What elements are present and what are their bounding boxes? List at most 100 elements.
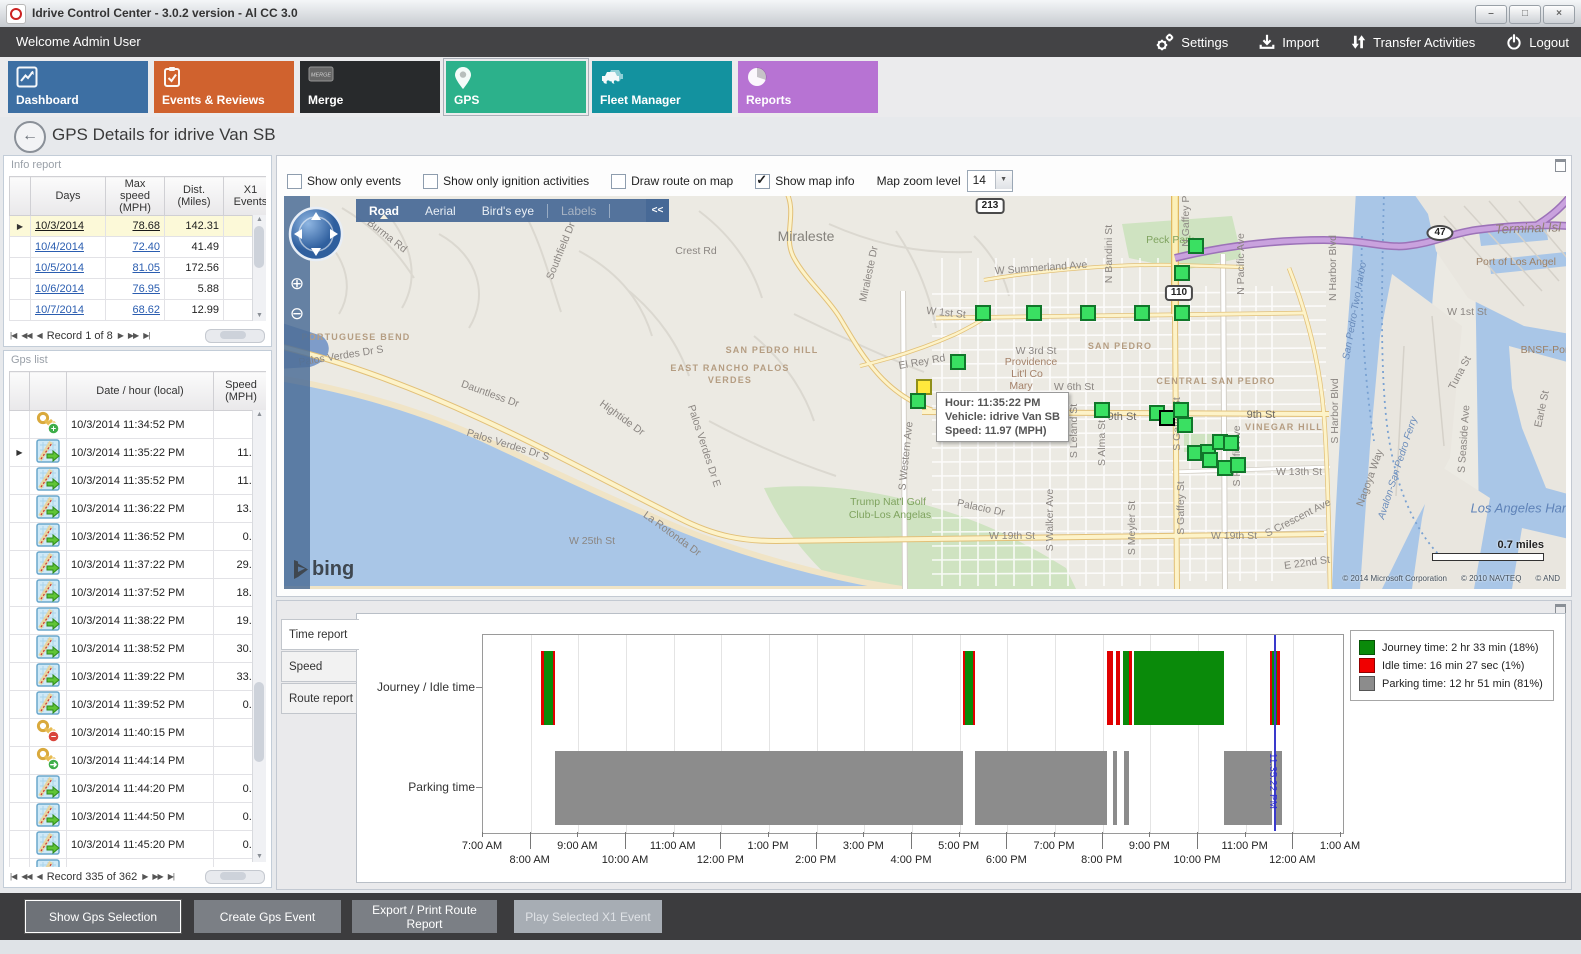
- map-tab-road[interactable]: Road: [356, 204, 412, 219]
- checkbox-show-only-ignition-activities[interactable]: Show only ignition activities: [423, 173, 589, 189]
- tab-dashboard[interactable]: Dashboard: [8, 61, 148, 113]
- checkbox-box[interactable]: [423, 173, 439, 189]
- info-col-header[interactable]: Days: [30, 176, 106, 216]
- gps-list-row[interactable]: 10/3/2014 11:35:52 PM 11.47: [9, 466, 266, 495]
- gps-list-row[interactable]: +10/3/2014 11:34:52 PM: [9, 410, 266, 439]
- gps-col-header[interactable]: Speed (MPH): [213, 371, 266, 411]
- export-print-route-report-button[interactable]: Export / Print Route Report: [352, 900, 497, 933]
- checkbox-box[interactable]: [287, 173, 302, 189]
- chevron-down-icon[interactable]: ▼: [994, 171, 1012, 189]
- gps-list-row[interactable]: 10/3/2014 11:37:22 PM 29.05: [9, 550, 266, 579]
- info-report-row[interactable]: 10/4/2014 72.40 41.49: [9, 236, 266, 258]
- day-link[interactable]: 10/5/2014: [35, 262, 84, 274]
- gps-list-row[interactable]: 10/3/2014 11:44:20 PM0.00: [9, 774, 266, 803]
- map-tab-labels[interactable]: Labels: [561, 203, 597, 218]
- map-pan-control[interactable]: [288, 206, 344, 262]
- gps-marker[interactable]: [1174, 305, 1190, 321]
- map-tab-aerial[interactable]: Aerial: [425, 203, 456, 218]
- menu-action-transfer-activities[interactable]: Transfer Activities: [1349, 33, 1475, 51]
- gps-list-row[interactable]: 10/3/2014 11:36:52 PM0.00: [9, 522, 266, 551]
- info-col-header[interactable]: Dist. (Miles): [164, 176, 224, 216]
- max-speed-link[interactable]: 68.62: [132, 304, 160, 316]
- map-zoom-select[interactable]: 14 ▼: [966, 170, 1013, 192]
- gps-list-row[interactable]: 10/3/2014 11:38:52 PM 30.55: [9, 634, 266, 663]
- map-canvas[interactable]: Burma Rd Southfield Dr Crest Rd Miraleste Mi…: [284, 196, 1566, 589]
- gps-marker[interactable]: [910, 393, 926, 409]
- gps-marker[interactable]: [1080, 305, 1096, 321]
- create-gps-event-button[interactable]: Create Gps Event: [194, 900, 341, 933]
- gps-marker[interactable]: [1026, 305, 1042, 321]
- gps-list-row[interactable]: 10/3/2014 11:45:50 PM24.75: [9, 858, 266, 867]
- gps-marker[interactable]: [1188, 238, 1204, 254]
- gps-list-row[interactable]: ➜ 10/3/2014 11:44:14 PM: [9, 746, 266, 775]
- gps-list-row[interactable]: −10/3/2014 11:40:15 PM: [9, 718, 266, 747]
- checkbox-box[interactable]: [755, 172, 771, 189]
- info-report-grid[interactable]: Days Max speed (MPH) Dist. (Miles) X1 Events ▶ 1…: [9, 176, 266, 321]
- minimize-button[interactable]: –: [1475, 5, 1507, 24]
- gps-marker[interactable]: [1134, 305, 1150, 321]
- back-button[interactable]: ←: [14, 121, 46, 153]
- max-speed-link[interactable]: 78.68: [132, 220, 160, 232]
- info-report-row[interactable]: 10/6/2014 76.95 5.88: [9, 278, 266, 300]
- max-speed-link[interactable]: 81.05: [132, 262, 160, 274]
- checkbox-show-map-info[interactable]: Show map info: [755, 172, 855, 189]
- menu-action-import[interactable]: Import: [1258, 33, 1319, 51]
- gps-list-row[interactable]: 10/3/2014 11:37:52 PM 18.63: [9, 578, 266, 607]
- checkbox-draw-route-on-map[interactable]: Draw route on map: [611, 173, 733, 189]
- gps-marker[interactable]: [1174, 265, 1190, 281]
- map-tab-bird-s-eye[interactable]: Bird's eye: [481, 203, 534, 218]
- gps-list-row[interactable]: 10/3/2014 11:38:22 PM 19.70: [9, 606, 266, 635]
- gps-marker[interactable]: [1094, 402, 1110, 418]
- gps-list-pager[interactable]: |◀ ◀◀ ◀ Record 335 of 362 ▶ ▶▶ ▶|: [10, 868, 265, 885]
- tab-speed-graphic[interactable]: Speed graphic: [281, 651, 357, 703]
- checkbox-box[interactable]: [611, 173, 627, 189]
- info-report-row[interactable]: 10/7/2014 68.62 12.99: [9, 299, 266, 321]
- tab-route-report[interactable]: Route report: [281, 683, 357, 714]
- checkbox-show-only-events[interactable]: Show only events: [287, 173, 401, 189]
- gps-list-row[interactable]: 10/3/2014 11:45:20 PM0.00: [9, 830, 266, 859]
- gps-marker[interactable]: [1223, 435, 1239, 451]
- tab-time-report[interactable]: Time report: [281, 619, 359, 650]
- tab-fleet-manager[interactable]: Fleet Manager: [592, 61, 732, 113]
- menu-action-settings[interactable]: Settings: [1155, 32, 1228, 52]
- gps-marker[interactable]: [1202, 452, 1218, 468]
- map-collapse-button[interactable]: <<: [646, 199, 669, 222]
- info-grid-scrollbar[interactable]: ▲ ▼: [252, 215, 266, 321]
- gps-marker[interactable]: [1159, 410, 1175, 426]
- info-report-pager[interactable]: |◀ ◀◀ ◀ Record 1 of 8 ▶ ▶▶ ▶|: [10, 327, 265, 344]
- info-report-row[interactable]: ▶ 10/3/2014 78.68 142.31: [9, 215, 266, 237]
- gps-marker[interactable]: [1173, 402, 1189, 418]
- menu-action-logout[interactable]: Logout: [1505, 33, 1569, 51]
- day-link[interactable]: 10/4/2014: [35, 241, 84, 253]
- day-link[interactable]: 10/6/2014: [35, 283, 84, 295]
- map-panel-maximize-icon[interactable]: [1555, 159, 1566, 172]
- info-report-row[interactable]: 10/5/2014 81.05 172.56: [9, 257, 266, 279]
- zoom-out-icon[interactable]: ⊖: [289, 304, 305, 323]
- day-link[interactable]: 10/3/2014: [35, 220, 84, 232]
- tab-events-reviews[interactable]: Events & Reviews: [154, 61, 294, 113]
- close-button[interactable]: ×: [1543, 5, 1575, 24]
- gps-list-row[interactable]: ▶ 10/3/2014 11:35:22 PM 11.97: [9, 438, 266, 467]
- day-link[interactable]: 10/7/2014: [35, 304, 84, 316]
- tab-gps[interactable]: GPS: [443, 58, 589, 116]
- info-report-hscroll[interactable]: [205, 328, 265, 343]
- max-speed-link[interactable]: 76.95: [132, 283, 160, 295]
- gps-list-hscroll[interactable]: [205, 869, 265, 884]
- gps-list-row[interactable]: 10/3/2014 11:44:50 PM0.00: [9, 802, 266, 831]
- info-col-header[interactable]: X1 Events: [223, 176, 266, 216]
- gps-list-row[interactable]: 10/3/2014 11:39:22 PM 33.21: [9, 662, 266, 691]
- gps-marker[interactable]: [950, 354, 966, 370]
- gps-marker[interactable]: [975, 305, 991, 321]
- gps-list-row[interactable]: 10/3/2014 11:36:22 PM 13.28: [9, 494, 266, 523]
- gps-col-header[interactable]: Date / hour (local): [66, 371, 214, 411]
- max-speed-link[interactable]: 72.40: [132, 241, 160, 253]
- gps-list-grid[interactable]: Date / hour (local) Speed (MPH) +10/3/2014 …: [9, 371, 266, 867]
- gps-marker[interactable]: [1177, 417, 1193, 433]
- show-gps-selection-button[interactable]: Show Gps Selection: [25, 900, 181, 933]
- tab-reports[interactable]: Reports: [738, 61, 878, 113]
- gps-list-scrollbar[interactable]: ▲ ▼: [252, 410, 266, 862]
- gps-list-row[interactable]: 10/3/2014 11:39:52 PM0.00: [9, 690, 266, 719]
- maximize-button[interactable]: □: [1509, 5, 1541, 24]
- gps-marker[interactable]: [1230, 457, 1246, 473]
- info-col-header[interactable]: Max speed (MPH): [105, 176, 165, 216]
